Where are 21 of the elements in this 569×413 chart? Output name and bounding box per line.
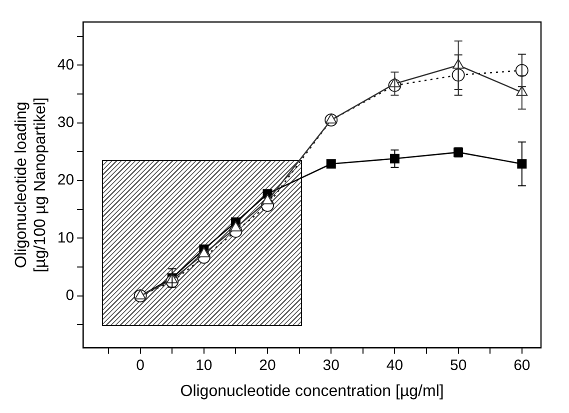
- x-tick-label: 60: [514, 356, 530, 374]
- y-tick-label: 10: [57, 229, 74, 246]
- point: [326, 159, 336, 169]
- point: [390, 154, 400, 164]
- y-tick-label: 40: [57, 56, 74, 74]
- y-axis-title: Oligonucleotide loading [µg/100 µg Nanopartikel]: [13, 97, 50, 272]
- y-tick-label: 20: [57, 172, 74, 189]
- x-tick-label: 50: [450, 356, 467, 374]
- x-tick-label: 30: [322, 356, 340, 374]
- y-tick-label: 30: [57, 114, 74, 132]
- y-tick-label: 0: [66, 287, 74, 304]
- point: [325, 114, 337, 124]
- x-tick-label: 40: [386, 356, 404, 374]
- x-tick-label: 0: [136, 356, 144, 374]
- x-tick-label: 10: [196, 356, 212, 374]
- point: [517, 159, 527, 169]
- point: [198, 247, 210, 258]
- x-tick-label: 20: [259, 356, 276, 374]
- x-axis-title: Oligonucleotide concentration [µg/ml]: [180, 382, 444, 400]
- point: [262, 194, 274, 204]
- point: [230, 221, 242, 232]
